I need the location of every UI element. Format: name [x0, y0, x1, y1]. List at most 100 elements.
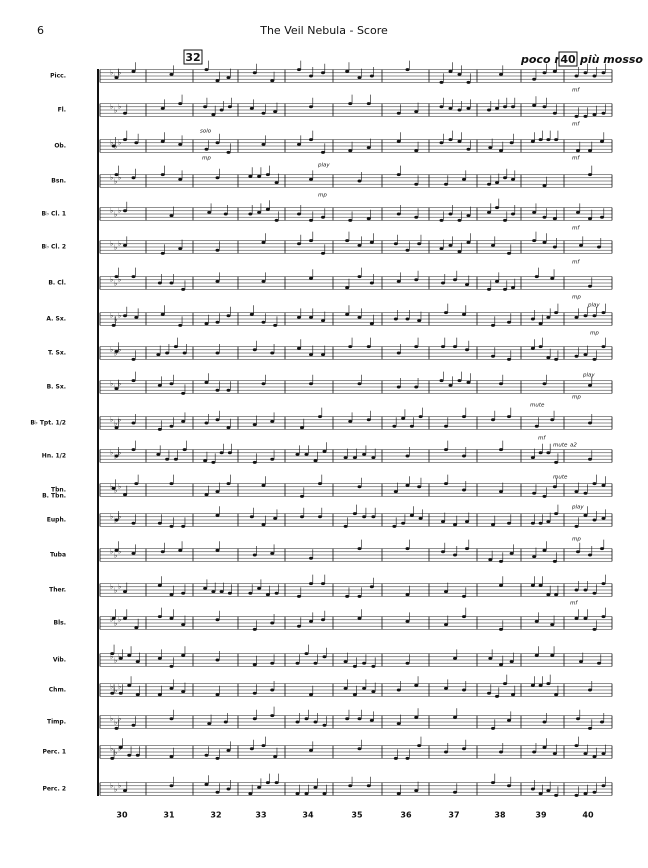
notehead — [601, 615, 606, 619]
notehead — [574, 354, 579, 358]
notehead — [366, 217, 371, 221]
notehead — [538, 583, 543, 587]
notehead — [396, 385, 401, 389]
annotation: mute — [553, 443, 568, 449]
notehead — [135, 693, 140, 697]
notehead — [369, 718, 374, 722]
notehead — [111, 486, 116, 490]
notehead — [530, 456, 535, 460]
instrument-label: Perc. 2 — [42, 786, 66, 793]
notehead — [542, 494, 547, 498]
notehead — [111, 323, 116, 327]
notehead — [396, 111, 401, 115]
instrument-label: Ther. — [49, 587, 66, 594]
notehead — [511, 212, 515, 216]
notehead — [600, 139, 604, 143]
notehead — [462, 688, 466, 692]
notehead — [160, 106, 165, 110]
notehead — [249, 515, 254, 519]
notehead — [530, 521, 535, 525]
notehead — [270, 351, 275, 355]
notehead — [371, 690, 376, 694]
instrument-label: Chm. — [49, 687, 66, 694]
notehead — [583, 792, 588, 796]
notehead — [601, 483, 606, 487]
flat: ♭ — [114, 420, 117, 428]
notehead — [348, 419, 353, 423]
notehead — [309, 582, 313, 586]
notehead — [357, 76, 362, 80]
notehead — [204, 493, 209, 497]
notehead — [530, 317, 535, 321]
notehead — [313, 459, 318, 463]
notehead — [215, 176, 220, 180]
flat: ♭ — [110, 276, 113, 284]
notehead — [169, 717, 174, 721]
notehead — [487, 182, 491, 186]
notehead — [511, 105, 515, 109]
notehead — [588, 457, 592, 461]
notehead — [178, 142, 183, 146]
notehead — [487, 287, 491, 291]
notehead — [362, 452, 367, 456]
notehead — [309, 218, 313, 222]
notehead — [297, 68, 301, 72]
notehead — [219, 108, 224, 112]
notehead — [297, 242, 301, 246]
notehead — [583, 114, 588, 118]
notehead — [542, 548, 547, 552]
notehead — [495, 279, 499, 283]
notehead — [401, 416, 406, 420]
flat: ♭ — [110, 745, 113, 753]
instrument-label: Bls. — [54, 620, 66, 627]
flat: ♭ — [110, 616, 113, 624]
notehead — [274, 781, 279, 785]
instrument-label: B♭ Cl. 1 — [42, 211, 67, 218]
notehead — [491, 523, 495, 527]
notehead — [226, 76, 231, 80]
notehead — [252, 553, 257, 557]
notehead — [542, 215, 547, 219]
notehead — [369, 322, 374, 326]
flat: ♭ — [114, 587, 117, 595]
page-number: 6 — [37, 24, 44, 37]
notehead — [592, 74, 597, 78]
notehead — [417, 744, 422, 748]
notehead — [169, 686, 174, 690]
notehead — [127, 753, 132, 757]
notehead — [534, 653, 539, 657]
notehead — [295, 792, 300, 796]
notehead — [345, 312, 350, 316]
notehead — [345, 286, 350, 290]
notehead — [127, 683, 132, 687]
notehead — [261, 279, 266, 283]
notehead — [465, 520, 469, 524]
notehead — [135, 753, 140, 757]
notehead — [495, 694, 499, 698]
notehead — [219, 451, 224, 455]
notehead — [123, 209, 127, 213]
notehead — [499, 663, 503, 667]
notehead — [534, 619, 539, 623]
notehead — [491, 323, 495, 327]
rehearsal-mark: 40 — [560, 53, 576, 66]
notehead — [530, 139, 535, 143]
notehead — [414, 182, 419, 186]
notehead — [178, 102, 183, 106]
flat: ♭ — [114, 280, 117, 288]
notehead — [466, 214, 471, 218]
notehead — [366, 784, 371, 788]
notehead — [252, 71, 257, 75]
notehead — [160, 139, 165, 143]
notehead — [300, 494, 304, 498]
notehead — [345, 69, 350, 73]
notehead — [248, 591, 253, 595]
notehead — [318, 415, 322, 419]
notehead — [181, 690, 186, 694]
notehead — [462, 615, 466, 619]
notehead — [227, 591, 232, 595]
measure-number: 38 — [494, 811, 506, 820]
instrument-label: Ob. — [54, 143, 66, 150]
annotation: mf — [572, 156, 580, 162]
